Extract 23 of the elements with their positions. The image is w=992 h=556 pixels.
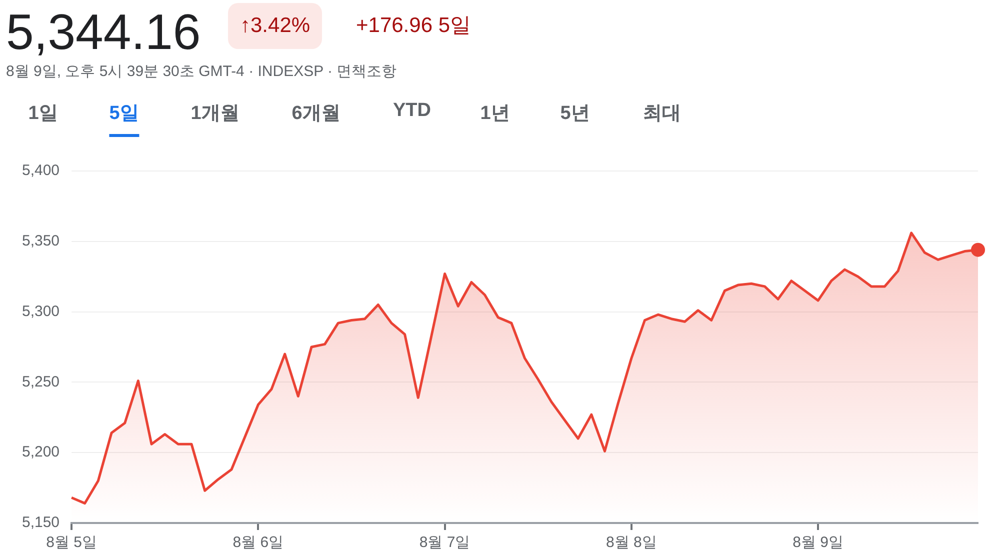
y-tick-label: 5,400 [22, 162, 60, 180]
text: 5년 [560, 102, 590, 126]
y-tick-label: 5,300 [22, 302, 60, 320]
text: 6개월 [292, 102, 340, 126]
y-tick-label: 5,350 [22, 232, 60, 250]
y-tick-label: 5,200 [22, 444, 60, 461]
chart-title: 5,344.16 [6, 3, 201, 62]
text: 1개월 [190, 102, 240, 126]
text: 1일 [28, 102, 58, 126]
text: 5일 [109, 100, 139, 137]
x-tick-label: 8월 9일 [792, 534, 844, 552]
text: ↑3.42% [228, 3, 322, 49]
x-tick-label: 8월 8일 [606, 534, 657, 552]
text: 최대 [643, 102, 681, 126]
y-tick-label: 5,250 [22, 373, 60, 390]
text: YTD [393, 100, 431, 123]
chart-subtitle: 8월 9일, 오후 5시 39분 30초 GMT-4 · INDEXSP · 면책조항 [6, 62, 397, 81]
text: 1년 [480, 102, 510, 126]
y-tick-label: 5,150 [22, 514, 60, 532]
x-tick-label: 8월 7일 [419, 534, 470, 552]
text: +176.96 5일 [356, 13, 472, 39]
x-tick-label: 8월 5일 [46, 534, 97, 552]
x-tick-label: 8월 6일 [232, 534, 284, 552]
